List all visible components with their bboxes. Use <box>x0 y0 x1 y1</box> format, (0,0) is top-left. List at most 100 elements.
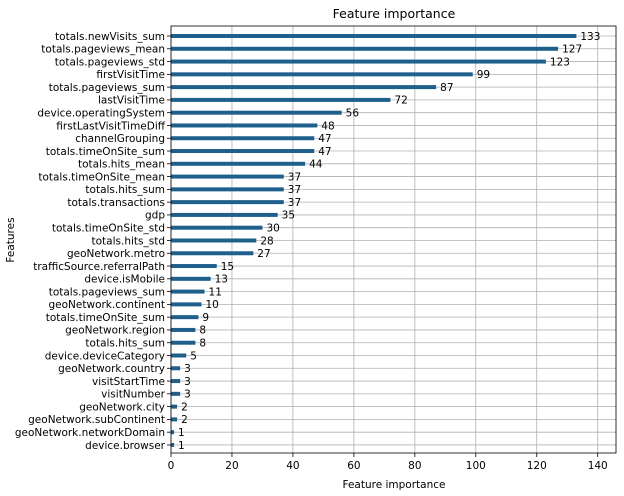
data-label: 9 <box>202 312 209 324</box>
bar-layer <box>171 34 577 447</box>
x-tick-label: 120 <box>527 460 547 472</box>
y-tick-label: totals.hits_sum <box>85 184 165 196</box>
bar <box>171 276 211 281</box>
data-label: 2 <box>181 414 188 426</box>
x-tick-label: 60 <box>347 460 360 472</box>
x-tick-label: 100 <box>466 460 486 472</box>
data-label: 30 <box>266 223 279 235</box>
plot-frame <box>170 25 617 454</box>
bar <box>171 46 559 51</box>
data-label: 15 <box>221 261 234 273</box>
y-tick-label: visitNumber <box>101 389 165 401</box>
bar <box>171 136 315 141</box>
y-tick-label: totals.pageviews_mean <box>41 44 165 56</box>
bar <box>171 200 284 205</box>
bar <box>171 251 254 256</box>
y-tick-label: totals.timeOnSite_mean <box>38 171 165 183</box>
data-label: 44 <box>309 159 323 171</box>
data-label: 47 <box>318 146 331 158</box>
y-tick-label: totals.newVisits_sum <box>55 31 165 43</box>
data-label: 3 <box>184 363 191 375</box>
data-label: 1 <box>178 427 185 439</box>
data-label: 37 <box>288 197 301 209</box>
y-tick-label: device.deviceCategory <box>45 350 165 362</box>
data-label: 35 <box>282 210 295 222</box>
data-label: 48 <box>321 120 334 132</box>
bar <box>171 97 391 102</box>
y-tick-label: trafficSource.referralPath <box>33 261 165 273</box>
x-tick-label: 140 <box>588 460 608 472</box>
y-tick-label: totals.transactions <box>67 197 165 209</box>
y-tick-label: lastVisitTime <box>98 95 165 107</box>
bar <box>171 340 196 345</box>
bar <box>171 187 284 192</box>
y-tick-label: gdp <box>145 210 165 222</box>
data-label: 56 <box>346 107 360 119</box>
bar <box>171 264 217 269</box>
data-label: 72 <box>394 95 407 107</box>
data-label: 3 <box>184 389 191 401</box>
data-label: 2 <box>181 401 188 413</box>
data-label: 8 <box>199 325 206 337</box>
y-tick-label: firstLastVisitTimeDiff <box>56 120 165 132</box>
data-label: 37 <box>288 171 301 183</box>
bar <box>171 238 257 243</box>
bar <box>171 417 178 422</box>
y-tick-label: geoNetwork.country <box>58 363 165 375</box>
y-tick-label: device.operatingSystem <box>37 107 165 119</box>
bar <box>171 123 318 128</box>
y-tick-label: visitStartTime <box>92 376 165 388</box>
bar <box>171 289 205 294</box>
bar <box>171 442 175 447</box>
bar <box>171 85 437 90</box>
bar <box>171 225 263 230</box>
x-axis-title: Feature importance <box>342 479 445 491</box>
x-tick-label: 20 <box>225 460 238 472</box>
bar <box>171 59 546 64</box>
data-label: 87 <box>440 82 453 94</box>
bar <box>171 212 278 217</box>
bar <box>171 366 181 371</box>
y-tick-label: geoNetwork.continent <box>49 299 166 311</box>
bar <box>171 34 577 38</box>
bar <box>171 327 196 332</box>
data-label: 127 <box>562 44 582 56</box>
x-tick-label: 0 <box>168 460 175 472</box>
x-tick-label: 80 <box>408 460 421 472</box>
y-tick-label: geoNetwork.city <box>79 401 165 413</box>
data-label: 1 <box>178 440 185 452</box>
y-tick-label: totals.hits_std <box>92 235 165 247</box>
y-tick-label: totals.hits_sum <box>85 338 165 350</box>
x-tick-label: 40 <box>286 460 299 472</box>
data-label: 13 <box>215 274 228 286</box>
y-tick-label: totals.timeOnSite_sum <box>46 146 165 158</box>
y-tick-label: totals.pageviews_std <box>55 56 165 68</box>
y-tick-label: totals.pageviews_sum <box>49 286 165 298</box>
y-tick-label: geoNetwork.networkDomain <box>15 427 165 439</box>
bar <box>171 174 284 179</box>
y-tick-label: channelGrouping <box>75 133 165 145</box>
data-label: 5 <box>190 350 197 362</box>
y-tick-label: totals.timeOnSite_std <box>52 223 165 235</box>
bar <box>171 72 473 77</box>
bar <box>171 353 187 358</box>
y-tick-label: firstVisitTime <box>96 69 165 81</box>
data-label: 123 <box>550 56 570 68</box>
bar <box>171 391 181 396</box>
chart-title: Feature importance <box>333 6 456 21</box>
y-tick-label: totals.timeOnSite_sum <box>46 312 165 324</box>
bar <box>171 149 315 154</box>
bar <box>171 110 342 115</box>
data-label: 8 <box>199 338 206 350</box>
data-label: 3 <box>184 376 191 388</box>
bar <box>171 430 175 435</box>
data-label: 47 <box>318 133 331 145</box>
bar <box>171 404 178 409</box>
data-label: 10 <box>205 299 218 311</box>
data-label: 37 <box>288 184 301 196</box>
bar <box>171 302 202 307</box>
y-tick-label: device.browser <box>85 440 166 452</box>
data-label: 11 <box>209 286 222 298</box>
data-label: 27 <box>257 248 270 260</box>
